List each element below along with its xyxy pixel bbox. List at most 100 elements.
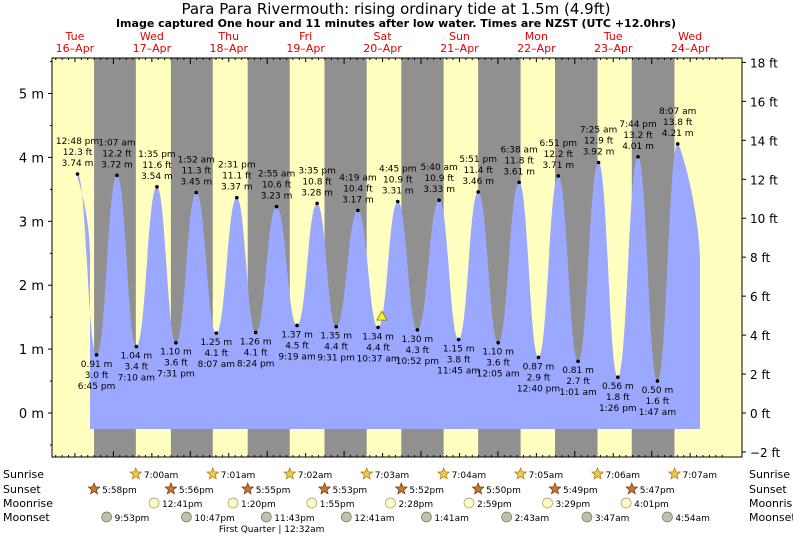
high-tide-time: 7:44 pm bbox=[619, 120, 657, 130]
low-tide-metres: 1.25 m bbox=[200, 338, 232, 348]
sunset-row-label-right: Sunset bbox=[749, 483, 787, 496]
moonrise-icon bbox=[463, 497, 475, 509]
y-right-tick-label: 16 ft bbox=[750, 95, 778, 109]
sunrise-icon bbox=[667, 467, 682, 480]
moonrise-icon bbox=[227, 497, 239, 509]
low-tide-point bbox=[174, 340, 178, 345]
high-tide-feet: 11.6 ft bbox=[142, 161, 172, 171]
moonrise-icon bbox=[148, 497, 160, 509]
high-tide-time: 12:48 pm bbox=[56, 137, 99, 147]
moonset-time: 10:47pm bbox=[194, 514, 234, 524]
low-tide-metres: 0.56 m bbox=[602, 382, 634, 392]
high-tide-point bbox=[235, 195, 239, 200]
sunset-icon bbox=[548, 482, 562, 495]
y-left-tick-label: 1 m bbox=[19, 343, 44, 358]
high-tide-metres: 3.71 m bbox=[542, 161, 574, 171]
current-tide-marker bbox=[376, 310, 388, 321]
low-tide-point bbox=[456, 337, 461, 342]
day-of-week-label: Mon bbox=[525, 30, 548, 43]
high-tide-feet: 12.3 ft bbox=[63, 148, 93, 158]
high-tide-metres: 3.17 m bbox=[342, 195, 374, 205]
low-tide-metres: 1.30 m bbox=[402, 335, 434, 345]
high-tide-time: 6:38 am bbox=[500, 145, 537, 155]
high-tide-time: 2:31 pm bbox=[218, 161, 256, 171]
sunrise-time: 7:03am bbox=[375, 471, 410, 481]
high-tide-metres: 3.37 m bbox=[221, 183, 253, 193]
day-of-week-label: Tue bbox=[65, 30, 85, 43]
low-tide-metres: 1.10 m bbox=[160, 348, 192, 358]
sunset-time: 5:55pm bbox=[256, 486, 291, 496]
y-right-tick-label: 4 ft bbox=[750, 329, 770, 343]
high-tide-metres: 4.01 m bbox=[622, 142, 654, 152]
high-tide-point bbox=[476, 190, 480, 194]
sunset-time: 5:58pm bbox=[102, 486, 137, 496]
moonrise-time: 3:29pm bbox=[556, 500, 591, 510]
y-left-tick-label: 4 m bbox=[19, 151, 44, 166]
date-label: 24–Apr bbox=[671, 42, 710, 55]
sunset-time: 5:53pm bbox=[333, 486, 368, 496]
y-right-tick-label: 2 ft bbox=[750, 368, 770, 382]
day-of-week-label: Wed bbox=[140, 30, 164, 43]
low-tide-metres: 1.04 m bbox=[121, 352, 153, 362]
low-tide-time: 7:31 pm bbox=[157, 370, 195, 380]
high-tide-metres: 3.72 m bbox=[101, 160, 133, 170]
y-right-tick-label: 14 ft bbox=[750, 134, 778, 148]
low-tide-time: 9:31 pm bbox=[317, 354, 355, 364]
y-right-tick-label: 18 ft bbox=[750, 56, 778, 70]
y-right-tick-label: 6 ft bbox=[750, 290, 770, 304]
day-headers: Tue16–AprWed17–AprThu18–AprFri19–AprSat2… bbox=[56, 30, 710, 55]
low-tide-feet: 3.0 ft bbox=[85, 371, 109, 381]
low-tide-feet: 4.4 ft bbox=[366, 343, 390, 353]
day-of-week-label: Sat bbox=[374, 30, 393, 43]
low-tide-feet: 3.4 ft bbox=[125, 363, 149, 373]
high-tide-point bbox=[675, 142, 680, 146]
moonrise-time: 2:28pm bbox=[398, 500, 433, 510]
high-tide-metres: 3.45 m bbox=[180, 178, 212, 188]
high-tide-metres: 3.61 m bbox=[503, 167, 535, 177]
sunset-time: 5:49pm bbox=[563, 486, 598, 496]
low-tide-point bbox=[376, 325, 380, 330]
moonset-time: 2:43am bbox=[515, 514, 550, 524]
low-tide-time: 12:40 pm bbox=[517, 384, 560, 394]
y-right-tick-label: 8 ft bbox=[750, 251, 770, 265]
sunrise-icon bbox=[206, 467, 220, 480]
low-tide-metres: 0.81 m bbox=[562, 366, 594, 376]
sunset-icon bbox=[394, 482, 409, 495]
moonset-icon bbox=[581, 511, 593, 523]
low-tide-point bbox=[415, 328, 420, 332]
high-tide-time: 8:07 am bbox=[659, 107, 696, 117]
low-tide-metres: 1.35 m bbox=[320, 332, 352, 342]
high-tide-metres: 3.92 m bbox=[583, 148, 615, 158]
sunrise-row-label: Sunrise bbox=[3, 468, 44, 481]
high-tide-point bbox=[636, 154, 640, 159]
high-tide-time: 5:51 pm bbox=[459, 155, 497, 165]
day-of-week-label: Thu bbox=[217, 30, 239, 43]
moonset-icon bbox=[662, 511, 673, 523]
date-label: 16–Apr bbox=[56, 42, 95, 55]
low-tide-point bbox=[616, 375, 620, 380]
low-tide-point bbox=[134, 344, 139, 349]
y-left-tick-label: 0 m bbox=[19, 407, 44, 422]
moonrise-row-label-right: Moonrise bbox=[749, 497, 793, 510]
high-tide-point bbox=[395, 199, 400, 204]
moonset-icon bbox=[260, 511, 272, 523]
moonset-time: 12:41am bbox=[354, 514, 394, 524]
sunset-icon bbox=[241, 482, 255, 495]
low-tide-metres: 1.10 m bbox=[482, 348, 514, 358]
high-tide-metres: 3.74 m bbox=[62, 159, 94, 169]
moonrise-icon bbox=[620, 497, 632, 509]
low-tide-point bbox=[536, 355, 541, 360]
low-tide-time: 11:45 am bbox=[437, 367, 480, 377]
low-tide-point bbox=[334, 324, 338, 329]
axes: 0 m 1 m 2 m 3 m 4 m 5 m −2 ft 0 ft 2 ft 4 ft 6 ft 8… bbox=[19, 56, 781, 460]
high-tide-feet: 10.9 ft bbox=[383, 175, 413, 185]
low-tide-time: 9:19 am bbox=[278, 352, 315, 362]
low-tide-time: 12:05 am bbox=[477, 370, 520, 380]
sunrise-time: 7:06am bbox=[606, 471, 641, 481]
moonset-icon bbox=[101, 511, 112, 523]
high-tide-point bbox=[274, 204, 279, 209]
sunrise-time: 7:05am bbox=[529, 471, 564, 481]
high-tide-point bbox=[356, 208, 360, 213]
